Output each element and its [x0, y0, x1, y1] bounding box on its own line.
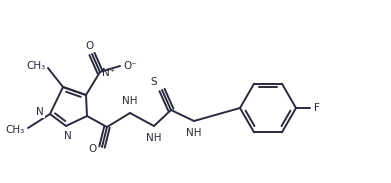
- Text: N: N: [64, 131, 72, 141]
- Text: N⁺: N⁺: [102, 68, 115, 78]
- Text: S: S: [151, 77, 157, 87]
- Text: NH: NH: [146, 133, 162, 143]
- Text: O⁻: O⁻: [123, 61, 137, 71]
- Text: O: O: [86, 41, 94, 51]
- Text: F: F: [314, 103, 320, 113]
- Text: N: N: [36, 107, 44, 117]
- Text: O: O: [89, 144, 97, 154]
- Text: CH₃: CH₃: [6, 125, 25, 135]
- Text: NH: NH: [186, 128, 202, 138]
- Text: NH: NH: [122, 96, 138, 106]
- Text: CH₃: CH₃: [27, 61, 46, 71]
